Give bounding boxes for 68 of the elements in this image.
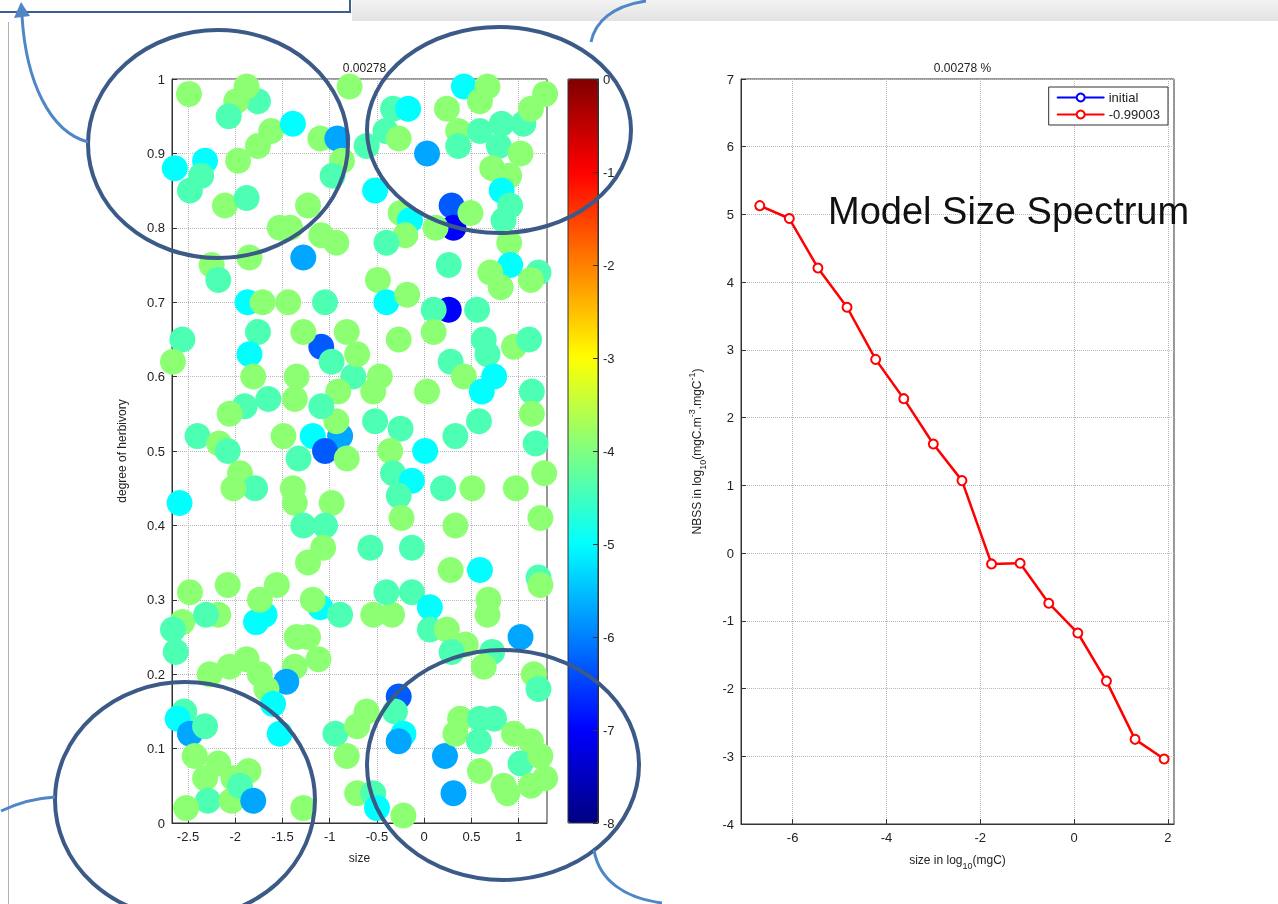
color-bar-label: -4 <box>603 443 615 459</box>
chart-title: 0.00278 % <box>933 61 992 75</box>
color-bar-label: -6 <box>603 629 615 645</box>
y-tick-label: 1 <box>157 71 165 87</box>
point <box>927 438 939 450</box>
x-tick-label: -6 <box>786 830 799 845</box>
y-tick-label: 6 <box>726 139 734 155</box>
x-tick-label: -2 <box>974 830 987 845</box>
color-bar-label: -8 <box>603 815 615 831</box>
y-tick-label: 5 <box>726 206 734 222</box>
x-tick-label: -1 <box>323 829 336 844</box>
y-tick-label: 0.4 <box>146 517 165 533</box>
y-tick-label: 0 <box>157 815 165 831</box>
point <box>783 213 795 225</box>
y-tick-label: -1 <box>722 613 734 629</box>
y-tick-label: 3 <box>726 342 734 358</box>
y-tick-label: 0.1 <box>146 741 165 757</box>
legend-label: -0.99003 <box>1108 107 1161 122</box>
x-tick-label: -2 <box>229 829 242 844</box>
color-bar-label: 0 <box>603 71 611 87</box>
point <box>956 475 968 487</box>
color-bar-label: -7 <box>603 722 615 738</box>
point <box>1014 557 1026 569</box>
point <box>754 200 766 212</box>
point <box>1158 753 1170 765</box>
point <box>1043 597 1055 609</box>
y-tick-label: 0.9 <box>146 145 165 161</box>
color-bar-label: -1 <box>603 164 615 180</box>
chart-title: 0.00278 <box>342 61 387 75</box>
color-bar-label: -3 <box>603 350 615 366</box>
point <box>898 393 910 405</box>
y-tick-label: 0.7 <box>146 294 165 310</box>
y-axis-title: degree of herbivory <box>115 399 129 503</box>
point <box>1129 733 1141 745</box>
point <box>841 301 853 313</box>
point <box>812 262 824 274</box>
y-tick-label: 0.8 <box>146 220 165 236</box>
x-tick-label: 0.5 <box>462 829 481 844</box>
x-tick-label: -2.5 <box>176 829 200 844</box>
y-tick-label: 7 <box>726 71 734 87</box>
x-tick-label: 0 <box>420 829 428 844</box>
point <box>870 353 882 365</box>
x-tick-label: -4 <box>880 830 893 845</box>
y-tick-label: 0.6 <box>146 369 165 385</box>
y-tick-label: 4 <box>726 274 734 290</box>
x-tick-label: 1 <box>515 829 523 844</box>
annotation: Model Size Spectrum <box>828 190 1190 232</box>
y-tick-label: 0.2 <box>146 666 165 682</box>
point <box>1072 627 1084 639</box>
y-tick-label: -2 <box>722 681 734 697</box>
y-tick-label: 0 <box>726 545 734 561</box>
x-tick-label: 0 <box>1070 830 1078 845</box>
y-tick-label: 0.3 <box>146 592 165 608</box>
y-axis-title: NBSS in log10(mgC.m-3.mgC-1) <box>686 368 708 535</box>
x-tick-label: 2 <box>1164 830 1172 845</box>
color-bar-label: -5 <box>603 536 615 552</box>
point <box>1100 675 1112 687</box>
y-tick-label: 0.5 <box>146 443 165 459</box>
point <box>986 558 998 570</box>
x-axis-title: size <box>348 850 371 865</box>
y-tick-label: 1 <box>726 477 734 493</box>
x-tick-label: -1.5 <box>271 829 294 844</box>
y-tick-label: 2 <box>726 410 734 426</box>
color-bar-label: -2 <box>603 257 615 273</box>
y-tick-label: -3 <box>722 748 734 764</box>
x-tick-label: -0.5 <box>365 829 389 844</box>
y-tick-label: -4 <box>722 816 734 832</box>
legend-label: initial <box>1108 90 1139 105</box>
